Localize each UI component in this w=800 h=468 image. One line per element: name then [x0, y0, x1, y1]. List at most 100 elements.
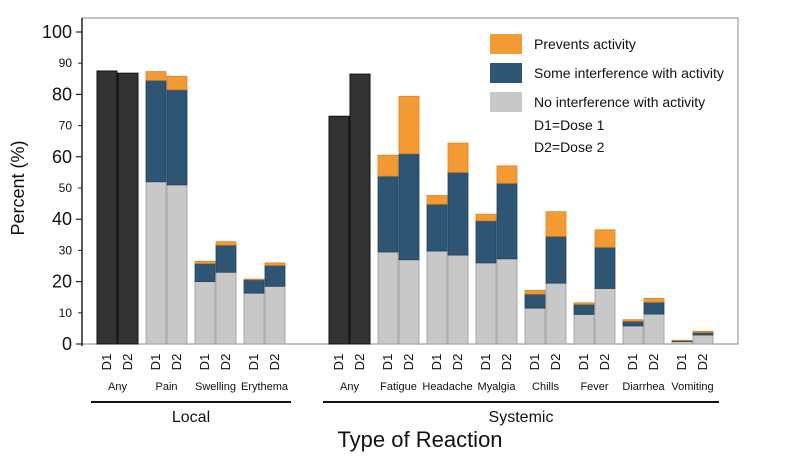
- legend-note: D2=Dose 2: [534, 139, 605, 155]
- bar-segment-prevents: [195, 261, 215, 263]
- dose-label: D1: [478, 354, 493, 371]
- category-label: Fatigue: [380, 381, 417, 393]
- bar-segment-some: [244, 280, 264, 293]
- bar-segment-prevents: [476, 214, 496, 221]
- bar-segment-some: [476, 221, 496, 263]
- bar-segment-prevents: [265, 263, 285, 265]
- y-tick-label: 60: [52, 147, 72, 167]
- y-tick-label-minor: 30: [59, 243, 73, 257]
- bar-segment-some: [216, 245, 236, 272]
- category-label: Pain: [155, 381, 177, 393]
- dose-label: D2: [120, 354, 135, 371]
- dose-label: D1: [527, 354, 542, 371]
- y-tick-label-minor: 10: [59, 306, 73, 320]
- y-tick-label: 100: [42, 22, 72, 42]
- y-tick-label-minor: 50: [59, 181, 73, 195]
- x-axis-label: Type of Reaction: [337, 427, 502, 452]
- dose-label: D2: [499, 354, 514, 371]
- dose-label: D1: [625, 354, 640, 371]
- bar-any-d2: [118, 73, 138, 344]
- category-label: Diarrhea: [622, 381, 665, 393]
- bar-segment-none: [265, 286, 285, 344]
- bar-segment-prevents: [623, 320, 643, 322]
- bar-segment-some: [378, 176, 398, 252]
- bar-segment-prevents: [644, 298, 664, 302]
- bar-segment-some: [595, 247, 615, 288]
- legend-label: Some interference with activity: [534, 65, 724, 81]
- bar-segment-none: [574, 314, 594, 344]
- bar-segment-none: [476, 263, 496, 344]
- bar-segment-some: [497, 183, 517, 259]
- dose-label: D1: [674, 354, 689, 371]
- bar-segment-none: [216, 272, 236, 344]
- bar-segment-prevents: [427, 195, 447, 204]
- category-label: Erythema: [241, 381, 289, 393]
- bar-segment-prevents: [244, 279, 264, 280]
- bar-segment-some: [525, 294, 545, 308]
- legend-label: No interference with activity: [534, 94, 705, 110]
- y-tick-label: 0: [62, 334, 72, 354]
- bar-segment-some: [448, 172, 468, 255]
- bar-segment-none: [167, 185, 187, 344]
- legend-swatch: [490, 92, 522, 112]
- bar-segment-prevents: [546, 212, 566, 237]
- y-tick-label: 20: [52, 272, 72, 292]
- category-label: Headache: [422, 381, 472, 393]
- bar-segment-none: [399, 260, 419, 344]
- bar-segment-some: [644, 302, 664, 314]
- bar-segment-prevents: [146, 72, 166, 81]
- dose-label: D2: [401, 354, 416, 371]
- bar-segment-some: [265, 265, 285, 286]
- dose-label: D1: [148, 354, 163, 371]
- bar-segment-none: [644, 314, 664, 344]
- dose-label: D1: [197, 354, 212, 371]
- bar-segment-none: [244, 293, 264, 344]
- bar-segment-none: [195, 282, 215, 344]
- y-tick-label-minor: 70: [59, 119, 73, 133]
- category-label: Any: [340, 381, 359, 393]
- bar-segment-none: [146, 182, 166, 344]
- bar-segment-none: [378, 252, 398, 344]
- bar-segment-none: [595, 288, 615, 344]
- dose-label: D2: [450, 354, 465, 371]
- y-tick-label: 40: [52, 209, 72, 229]
- group-label: Local: [172, 409, 210, 426]
- legend-swatch: [490, 34, 522, 54]
- bar-segment-prevents: [399, 96, 419, 153]
- dose-label: D2: [169, 354, 184, 371]
- dose-label: D1: [99, 354, 114, 371]
- bar-segment-none: [448, 255, 468, 344]
- bar-segment-some: [574, 304, 594, 314]
- dose-label: D1: [331, 354, 346, 371]
- bar-segment-prevents: [693, 331, 713, 332]
- bar-segment-some: [399, 154, 419, 260]
- bar-segment-none: [497, 259, 517, 344]
- bar-any-d1: [329, 116, 349, 344]
- bar-segment-prevents: [378, 155, 398, 176]
- dose-label: D1: [429, 354, 444, 371]
- bar-segment-prevents: [167, 76, 187, 89]
- legend-note: D1=Dose 1: [534, 117, 605, 133]
- bar-segment-prevents: [525, 290, 545, 294]
- legend-swatch: [490, 63, 522, 83]
- dose-label: D2: [352, 354, 367, 371]
- bar-segment-prevents: [497, 166, 517, 183]
- category-label: Any: [108, 381, 127, 393]
- bar-segment-prevents: [574, 303, 594, 305]
- category-label: Swelling: [195, 381, 236, 393]
- bar-segment-none: [546, 283, 566, 344]
- bar-segment-none: [693, 335, 713, 344]
- bar-segment-none: [427, 251, 447, 344]
- dose-label: D2: [695, 354, 710, 371]
- category-label: Chills: [532, 381, 559, 393]
- dose-label: D2: [218, 354, 233, 371]
- bar-segment-none: [623, 326, 643, 344]
- bar-segment-some: [146, 80, 166, 181]
- dose-label: D2: [267, 354, 282, 371]
- y-axis-label: Percent (%): [8, 140, 28, 235]
- bar-any-d1: [97, 71, 117, 344]
- bar-segment-none: [525, 308, 545, 344]
- bar-any-d2: [350, 74, 370, 344]
